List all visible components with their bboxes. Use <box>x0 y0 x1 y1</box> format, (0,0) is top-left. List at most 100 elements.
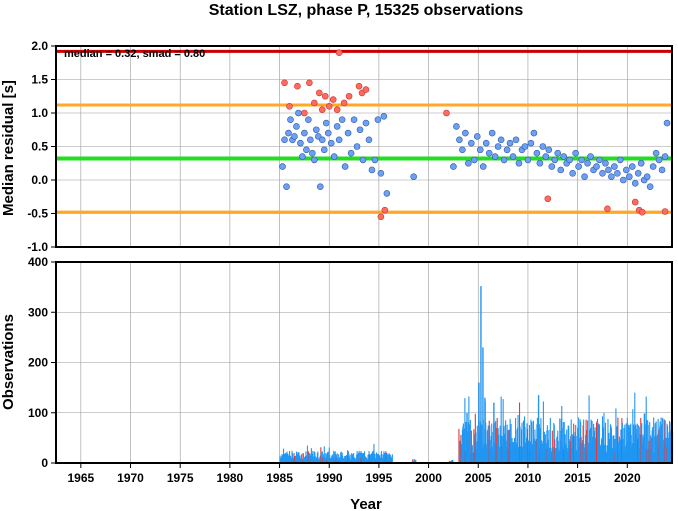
observation-bar <box>291 453 294 463</box>
observation-bar <box>617 417 619 463</box>
observation-bar <box>652 427 654 463</box>
outlier-point <box>661 208 669 215</box>
observation-bar <box>517 415 519 463</box>
inlier-point <box>410 173 417 180</box>
inlier-point <box>628 163 636 170</box>
outlier-point <box>631 198 639 206</box>
inlier-point <box>524 156 532 164</box>
inlier-point <box>362 119 370 127</box>
observation-bar <box>285 452 287 463</box>
observation-bar <box>649 421 651 463</box>
inlier-point <box>327 139 335 147</box>
year-x-tick-label: 1970 <box>117 471 144 485</box>
inlier-point <box>631 180 639 187</box>
outlier-point <box>355 82 363 90</box>
year-x-tick-label: 2010 <box>515 471 542 485</box>
observations-y-ticks: 400 300 200 100 0 <box>28 255 56 470</box>
observation-bar <box>415 459 417 463</box>
observation-bar <box>373 443 375 463</box>
observation-peak-bar <box>466 412 468 463</box>
residual-y-axis-label: Median residual [s] <box>0 80 17 216</box>
inlier-point <box>605 166 612 174</box>
observation-bar <box>521 422 523 463</box>
observation-bar <box>510 423 512 463</box>
observation-peak-bar <box>493 402 495 463</box>
inlier-point <box>459 146 466 154</box>
inlier-point <box>506 139 514 147</box>
inlier-point <box>291 133 298 140</box>
observation-bar <box>561 405 563 463</box>
observation-bar <box>352 454 354 463</box>
inlier-point <box>491 153 499 160</box>
observation-bar <box>538 424 540 463</box>
inlier-point <box>572 149 579 157</box>
observation-bar <box>349 454 351 463</box>
outlier-point <box>340 99 348 107</box>
outlier-point <box>638 208 646 216</box>
observation-bar <box>327 451 329 463</box>
outlier-point <box>281 79 288 87</box>
inlier-point <box>614 170 621 177</box>
inlier-point <box>293 123 300 130</box>
inlier-point <box>581 173 588 180</box>
year-x-tick-label: 2015 <box>564 471 591 485</box>
inlier-point <box>309 149 316 157</box>
observation-bar <box>496 417 498 463</box>
observation-bar <box>391 454 393 463</box>
observation-bar <box>669 431 671 463</box>
inlier-point <box>476 146 484 154</box>
observation-bar <box>647 424 649 463</box>
observation-bar <box>653 417 655 463</box>
outlier-point <box>321 92 329 100</box>
inlier-point <box>322 119 330 127</box>
observation-bar <box>300 454 303 463</box>
observation-bar <box>549 417 551 463</box>
inlier-point <box>479 163 487 170</box>
observation-bar <box>323 446 325 463</box>
inlier-point <box>318 136 326 144</box>
inlier-point <box>655 156 663 164</box>
inlier-point <box>527 139 535 147</box>
inlier-point <box>303 146 310 154</box>
inlier-point <box>539 143 547 150</box>
inlier-point <box>551 156 559 164</box>
observation-bar <box>613 435 615 463</box>
observation-bar <box>644 424 646 463</box>
residual-y-ticks: 2.0 1.5 1.0 0.5 0.0 -0.5 -1.0 <box>27 39 56 254</box>
residual-y-tick-label: 0.0 <box>31 173 48 187</box>
inlier-point <box>625 173 633 180</box>
inlier-point <box>450 163 457 170</box>
x-axis-label: Year <box>350 496 382 511</box>
inlier-point <box>545 146 553 154</box>
inlier-point <box>465 159 472 167</box>
observation-bar <box>500 396 502 463</box>
outlier-point <box>377 213 385 221</box>
inlier-point <box>316 183 324 190</box>
observation-bar <box>598 424 601 463</box>
inlier-point <box>470 156 478 164</box>
observation-bar <box>610 427 612 463</box>
observation-peak-bar <box>482 347 484 463</box>
outlier-point <box>311 99 318 107</box>
inlier-point <box>494 143 502 150</box>
observation-bar <box>557 440 559 463</box>
observation-bar <box>320 452 322 463</box>
inlier-point <box>468 139 475 147</box>
inlier-point <box>560 153 568 160</box>
year-x-tick-label: 2020 <box>614 471 641 485</box>
observation-bar <box>664 420 666 463</box>
inlier-point <box>557 166 565 174</box>
outlier-point <box>443 109 450 117</box>
observation-bar <box>607 418 609 463</box>
inlier-point <box>661 153 669 160</box>
observation-bar <box>573 423 575 463</box>
year-x-tick-label: 2000 <box>415 471 442 485</box>
inlier-point <box>287 116 294 123</box>
observation-bar <box>646 419 648 463</box>
outlier-point <box>325 103 333 110</box>
inlier-point <box>503 146 511 154</box>
inlier-point <box>637 159 645 167</box>
observation-bar <box>317 451 319 463</box>
outlier-point <box>335 49 343 57</box>
